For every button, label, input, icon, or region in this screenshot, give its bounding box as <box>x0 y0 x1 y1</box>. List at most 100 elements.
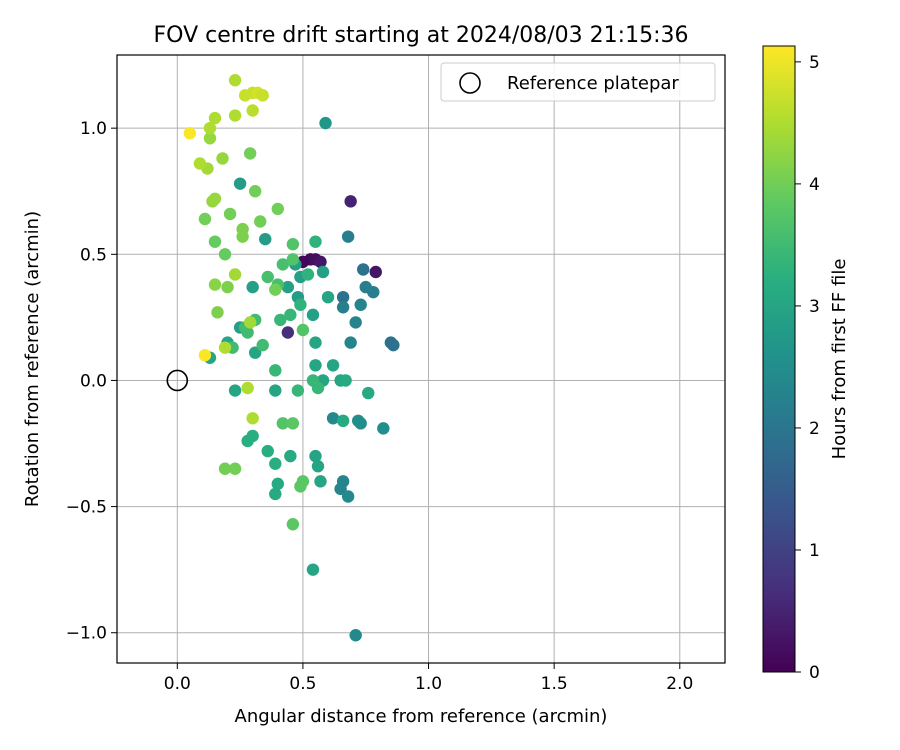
data-point <box>326 412 340 425</box>
data-point <box>274 313 287 327</box>
data-point <box>221 280 234 294</box>
data-point <box>269 487 282 501</box>
data-point <box>314 255 327 269</box>
data-point <box>309 235 322 248</box>
data-point <box>316 265 330 279</box>
y-axis-label: Rotation from reference (arcmin) <box>22 211 43 507</box>
legend-box <box>440 62 716 102</box>
data-point <box>291 384 305 397</box>
data-point <box>228 268 242 281</box>
data-point <box>218 341 232 354</box>
colorbar: 0 1 2 3 4 5 Hours from first FF file <box>762 45 850 683</box>
data-point <box>286 518 300 531</box>
data-point <box>321 290 335 304</box>
y-tick-label: 0.0 <box>80 371 107 391</box>
y-tick-label: 0.5 <box>80 245 107 265</box>
data-point <box>208 278 222 291</box>
data-point <box>281 326 295 339</box>
data-point <box>228 462 242 475</box>
data-point <box>261 444 274 458</box>
data-point <box>286 238 300 251</box>
data-point <box>387 338 400 352</box>
data-point <box>357 263 370 276</box>
data-point <box>243 147 257 160</box>
data-point <box>349 316 362 329</box>
data-point <box>344 336 357 349</box>
data-point <box>269 364 282 377</box>
data-point <box>314 475 327 488</box>
data-point <box>261 270 274 284</box>
data-point <box>208 192 222 206</box>
data-point <box>336 290 350 304</box>
data-point <box>256 89 269 102</box>
data-point <box>294 480 307 493</box>
data-point <box>309 359 322 372</box>
colorbar-tick-label: 2 <box>809 419 820 439</box>
data-point <box>276 417 290 430</box>
colorbar-gradient <box>762 45 796 673</box>
data-point <box>336 301 350 314</box>
data-point <box>344 195 357 208</box>
data-point <box>183 127 197 140</box>
chart-title: FOV centre drift starting at 2024/08/03 … <box>154 23 689 48</box>
data-point <box>276 258 290 271</box>
x-axis-label: Angular distance from reference (arcmin) <box>235 706 608 727</box>
data-point <box>271 202 284 216</box>
data-point <box>309 336 322 349</box>
colorbar-tick-label: 0 <box>809 663 820 683</box>
data-point <box>354 417 367 430</box>
grid <box>117 55 725 663</box>
data-point <box>228 109 242 122</box>
data-point <box>269 283 282 296</box>
data-point <box>326 359 340 372</box>
data-point <box>218 248 232 261</box>
y-tick-label: −0.5 <box>66 498 107 518</box>
x-tick-label: 0.0 <box>164 674 191 694</box>
data-point <box>233 177 247 190</box>
data-point <box>241 381 254 395</box>
data-point <box>248 185 262 198</box>
data-point <box>259 232 272 246</box>
data-point <box>309 449 322 463</box>
data-point <box>284 308 297 322</box>
data-points <box>183 74 400 642</box>
data-point <box>203 121 217 135</box>
x-tick-label: 2.0 <box>666 674 693 694</box>
legend-entry-reference-platepar: Reference platepar <box>507 73 679 94</box>
data-point <box>269 384 282 397</box>
data-point <box>208 111 222 125</box>
reference-platepar-marker <box>166 369 189 392</box>
data-point <box>246 412 259 425</box>
data-point <box>211 306 224 319</box>
x-axis-ticks: 0.0 0.5 1.0 1.5 2.0 <box>164 663 693 694</box>
data-point <box>311 381 325 395</box>
data-point <box>216 152 229 165</box>
data-point <box>254 215 267 228</box>
data-point <box>228 384 242 397</box>
data-point <box>334 482 347 496</box>
colorbar-tick-label: 5 <box>809 53 820 73</box>
data-point <box>367 285 380 299</box>
data-point <box>311 460 325 473</box>
data-point <box>284 449 297 463</box>
legend-marker <box>459 72 481 94</box>
plot-frame <box>116 54 726 664</box>
data-point <box>319 116 332 130</box>
y-tick-label: −1.0 <box>66 624 107 644</box>
x-tick-label: 1.0 <box>415 674 442 694</box>
data-point <box>228 74 242 87</box>
y-axis-ticks: −1.0 −0.5 0.0 0.5 1.0 <box>66 119 117 644</box>
x-tick-label: 0.5 <box>289 674 316 694</box>
data-point <box>236 222 249 236</box>
data-point <box>208 235 222 248</box>
data-point <box>377 422 390 435</box>
colorbar-tick-label: 1 <box>809 541 820 561</box>
data-point <box>341 230 355 243</box>
data-point <box>203 132 217 145</box>
data-point <box>269 457 282 470</box>
data-point <box>336 414 350 428</box>
data-point <box>301 268 315 281</box>
data-point <box>256 338 269 352</box>
